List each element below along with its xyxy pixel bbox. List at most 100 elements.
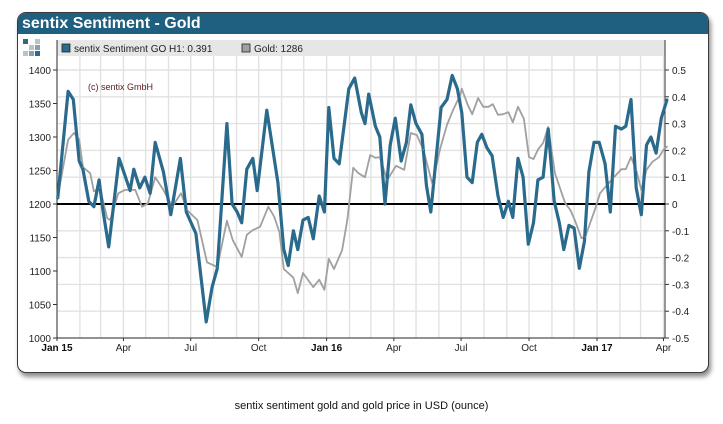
data-point-sentiment (185, 211, 188, 214)
data-point-gold (452, 109, 454, 111)
data-point-gold (564, 202, 566, 204)
data-point-gold (416, 134, 418, 136)
data-point-gold (502, 113, 504, 115)
data-point-sentiment (389, 144, 392, 147)
data-point-sentiment (347, 87, 350, 90)
data-point-sentiment (480, 133, 483, 136)
data-point-gold (369, 154, 371, 156)
data-point-sentiment (312, 237, 315, 240)
data-point-sentiment (236, 211, 239, 214)
y-left-tick-label: 1350 (29, 100, 52, 111)
data-point-sentiment (72, 98, 75, 101)
data-point-sentiment (405, 141, 408, 144)
data-point-sentiment (364, 122, 367, 125)
data-point-gold (292, 277, 294, 279)
data-point-gold (446, 124, 448, 126)
y-right-tick-label: 0.4 (672, 93, 686, 104)
data-point-sentiment (287, 264, 290, 267)
data-point-gold (328, 258, 330, 260)
data-point-sentiment (578, 267, 581, 270)
data-point-gold (666, 145, 668, 147)
data-point-sentiment (649, 136, 652, 138)
data-point-gold (651, 161, 654, 163)
data-point-gold (352, 167, 354, 169)
x-tick-label: Jul (455, 343, 468, 354)
legend-swatch-sentiment (61, 43, 71, 53)
x-tick-label: Jan 16 (311, 343, 343, 354)
data-point-gold (196, 219, 198, 221)
data-point-sentiment (231, 203, 234, 205)
data-point-sentiment (471, 181, 474, 184)
data-point-gold (635, 169, 637, 171)
data-point-sentiment (532, 221, 535, 224)
data-point-sentiment (276, 181, 279, 184)
data-point-gold (312, 286, 314, 288)
y-left-tick-label: 1200 (29, 200, 52, 211)
data-point-sentiment (374, 125, 377, 128)
data-point-sentiment (409, 103, 412, 106)
data-point-gold (346, 219, 348, 221)
data-point-gold (477, 97, 479, 99)
y-left-tick-label: 1400 (29, 66, 52, 77)
data-point-gold (141, 206, 143, 208)
data-point-gold (569, 209, 572, 211)
data-point-sentiment (194, 232, 197, 235)
data-point-sentiment (81, 168, 84, 171)
data-point-sentiment (353, 77, 356, 80)
data-point-sentiment (211, 286, 214, 289)
data-point-sentiment (205, 320, 208, 323)
data-point-sentiment (149, 192, 152, 195)
data-point-sentiment (536, 178, 539, 181)
y-right-tick-label: 0.1 (672, 173, 686, 184)
data-point-sentiment (216, 267, 219, 270)
data-point-gold (459, 94, 461, 96)
data-point-gold (267, 206, 269, 208)
data-point-sentiment (367, 93, 370, 96)
x-tick-label: Jan 15 (41, 343, 73, 354)
legend-label-gold: Gold: 1286 (254, 44, 303, 55)
data-point-gold (283, 268, 285, 270)
data-point-gold (323, 289, 326, 291)
data-point-gold (93, 190, 95, 192)
data-point-gold (584, 236, 586, 238)
data-point-sentiment (614, 125, 617, 128)
data-point-gold (431, 183, 433, 185)
data-point-gold (528, 156, 530, 158)
y-right-tick-label: 0.2 (672, 146, 686, 157)
data-point-gold (625, 168, 627, 170)
data-point-gold (574, 219, 576, 221)
data-point-gold (109, 219, 111, 221)
data-point-gold (645, 169, 648, 171)
data-point-gold (341, 249, 343, 251)
data-point-gold (379, 156, 381, 158)
data-point-gold (467, 104, 469, 106)
data-point-gold (612, 177, 614, 179)
data-point-sentiment (440, 106, 443, 109)
data-point-gold (147, 202, 149, 204)
y-left-tick-label: 1150 (29, 234, 51, 245)
data-point-sentiment (558, 221, 561, 224)
data-point-sentiment (516, 157, 519, 160)
data-point-sentiment (425, 184, 428, 187)
data-point-sentiment (587, 170, 590, 173)
data-point-sentiment (301, 219, 304, 222)
x-tick-label: Oct (521, 343, 537, 354)
data-point-sentiment (522, 176, 525, 179)
y-right-tick-label: 0.3 (672, 120, 686, 131)
data-point-gold (186, 209, 188, 211)
data-point-sentiment (92, 205, 95, 208)
data-point-gold (73, 132, 75, 134)
y-right-tick-label: -0.3 (672, 280, 690, 291)
x-tick-label: Oct (251, 343, 267, 354)
legend: sentix Sentiment GO H1: 0.391 Gold: 1286 (61, 43, 303, 55)
data-point-sentiment (502, 216, 505, 219)
data-point-gold (599, 192, 601, 194)
data-point-gold (403, 169, 405, 171)
data-point-gold (492, 103, 494, 105)
data-point-gold (517, 106, 519, 108)
data-point-gold (537, 149, 539, 151)
data-point-gold (542, 142, 544, 144)
data-point-sentiment (98, 178, 101, 181)
data-point-gold (554, 172, 556, 174)
